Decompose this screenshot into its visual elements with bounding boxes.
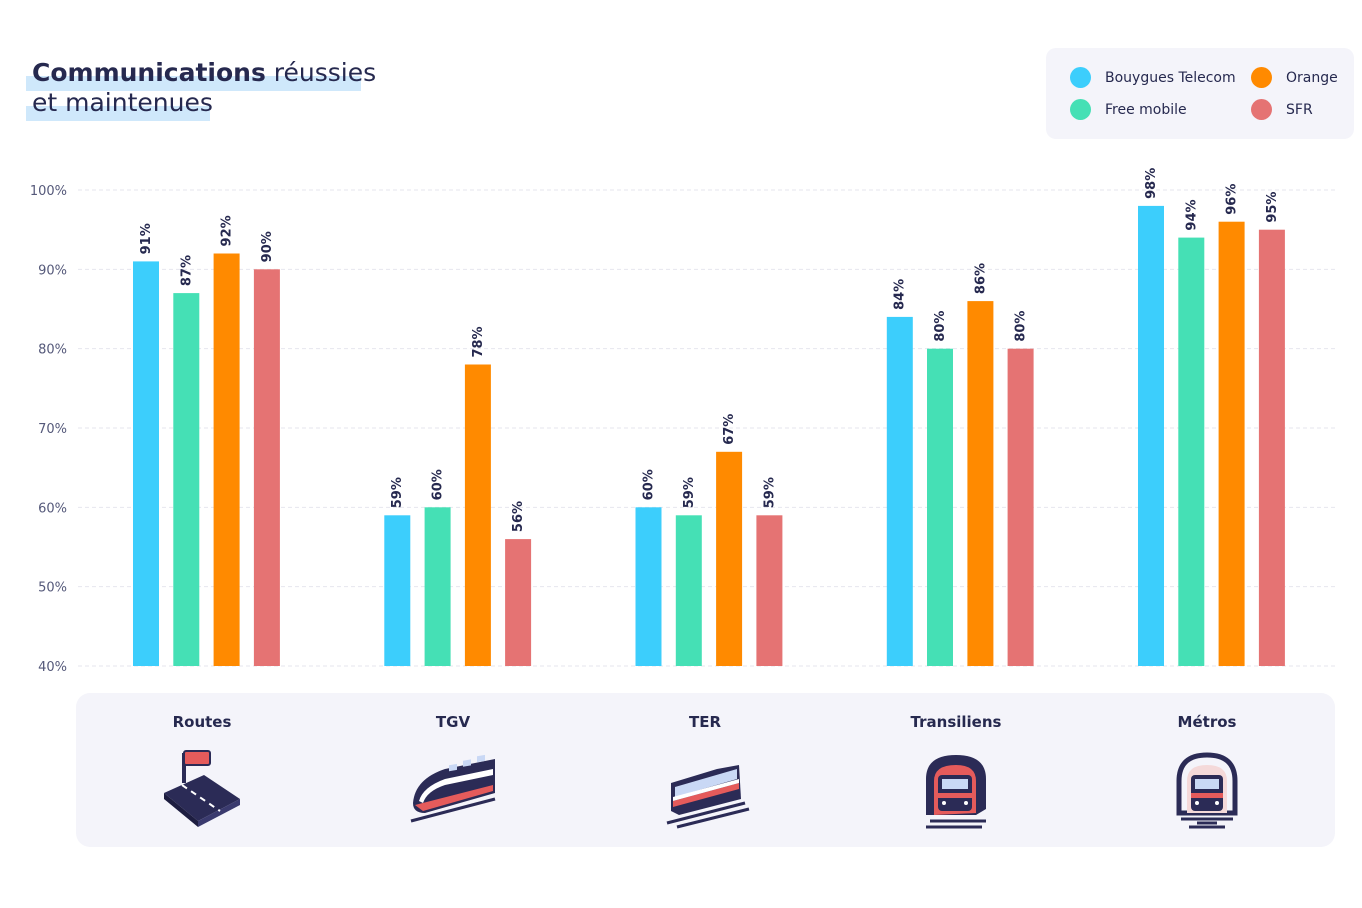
data-label: 60% (642, 469, 657, 500)
category-label-metros: Métros (1177, 713, 1237, 731)
legend-label-sfr: SFR (1286, 101, 1313, 118)
bar-sfr-métros[interactable] (1258, 229, 1285, 666)
bar-bouygues-telecom-tgv[interactable] (384, 515, 411, 666)
legend-label-orange: Orange (1286, 69, 1338, 86)
data-label: 56% (511, 501, 526, 532)
category-routes: Routes (112, 713, 292, 829)
legend-label-free: Free mobile (1105, 101, 1187, 118)
road-icon (164, 750, 240, 827)
title-line-1: Communications réussies (26, 58, 377, 91)
data-label: 59% (682, 477, 697, 508)
bar-bouygues-telecom-métros[interactable] (1138, 205, 1164, 666)
data-label: 86% (973, 263, 988, 294)
legend-item-bouygues[interactable]: Bouygues Telecom (1070, 67, 1236, 88)
data-label: 96% (1225, 184, 1240, 215)
legend-label-bouygues: Bouygues Telecom (1105, 69, 1236, 86)
title-highlight-2 (26, 106, 210, 121)
transilien-train-icon (926, 755, 986, 829)
data-label: 95% (1265, 192, 1280, 223)
y-tick-label: 40% (38, 660, 67, 675)
data-label: 98% (1144, 168, 1159, 199)
category-tgv: TGV (363, 713, 543, 829)
data-label: 80% (933, 311, 948, 342)
bar-bouygues-telecom-transiliens[interactable] (886, 316, 913, 666)
title-second-line: et maintenues (32, 88, 213, 117)
bar-orange-transiliens[interactable] (967, 301, 994, 666)
data-label: 80% (1014, 311, 1029, 342)
legend-dot-bouygues (1070, 67, 1091, 88)
chart-title: Communications réussies et maintenues (26, 58, 377, 121)
bar-orange-routes[interactable] (213, 253, 240, 667)
data-label: 59% (390, 477, 405, 508)
bar-chart: 40% 50% 60% 70% 80% 90% 100% 91% 87% 92% 90% 59% 60%… (30, 168, 1336, 675)
legend-item-free[interactable]: Free mobile (1070, 99, 1187, 120)
ter-train-icon (666, 765, 750, 829)
legend-item-orange[interactable]: Orange (1251, 67, 1338, 88)
bar-sfr-tgv[interactable] (505, 539, 532, 666)
y-tick-label: 50% (38, 581, 67, 596)
bar-bouygues-telecom-ter[interactable] (635, 507, 662, 666)
data-label: 92% (220, 215, 235, 246)
y-tick-label: 60% (38, 501, 67, 516)
bar-bouygues-telecom-routes[interactable] (133, 261, 159, 666)
data-label: 84% (893, 279, 908, 310)
category-transiliens: Transiliens (866, 713, 1046, 829)
bar-free-mobile-transiliens[interactable] (927, 348, 953, 666)
data-label: 67% (722, 414, 737, 445)
bar-free-mobile-routes[interactable] (173, 293, 200, 666)
legend-dot-sfr (1251, 99, 1272, 120)
legend-dot-free (1070, 99, 1091, 120)
category-metros: Métros (1117, 713, 1297, 829)
title-rest: réussies (265, 58, 377, 87)
y-tick-label: 90% (38, 263, 67, 278)
category-panel: Routes TGV TER (76, 693, 1335, 847)
bar-free-mobile-tgv[interactable] (424, 507, 451, 666)
metro-train-icon (1176, 752, 1238, 829)
bar-orange-tgv[interactable] (464, 364, 491, 667)
data-label: 87% (179, 255, 194, 286)
legend-dot-orange (1251, 67, 1272, 88)
category-label-ter: TER (688, 713, 722, 731)
data-label: 90% (260, 231, 275, 262)
category-label-routes: Routes (172, 713, 232, 731)
title-highlight-1 (26, 76, 361, 91)
category-label-tgv: TGV (435, 713, 471, 731)
bar-sfr-routes[interactable] (253, 269, 280, 666)
data-label: 94% (1184, 199, 1199, 230)
category-ter: TER (615, 713, 795, 829)
bar-sfr-transiliens[interactable] (1007, 348, 1034, 666)
title-bold: Communications (32, 58, 266, 87)
y-tick-label: 100% (30, 184, 67, 199)
title-line-2: et maintenues (26, 88, 376, 121)
legend-item-sfr[interactable]: SFR (1251, 99, 1313, 120)
data-label: 78% (471, 326, 486, 357)
data-label: 91% (139, 223, 154, 254)
bar-free-mobile-ter[interactable] (675, 515, 702, 666)
bar-sfr-ter[interactable] (756, 515, 783, 666)
bar-orange-ter[interactable] (716, 451, 743, 666)
y-tick-label: 80% (38, 343, 67, 358)
bar-free-mobile-métros[interactable] (1178, 237, 1205, 666)
data-label: 59% (762, 477, 777, 508)
category-label-transiliens: Transiliens (910, 713, 1002, 731)
tgv-train-icon (410, 754, 496, 823)
legend: Bouygues Telecom Orange Free mobile SFR (1046, 48, 1354, 139)
data-label: 60% (431, 469, 446, 500)
y-tick-label: 70% (38, 422, 67, 437)
bar-orange-métros[interactable] (1218, 221, 1245, 666)
